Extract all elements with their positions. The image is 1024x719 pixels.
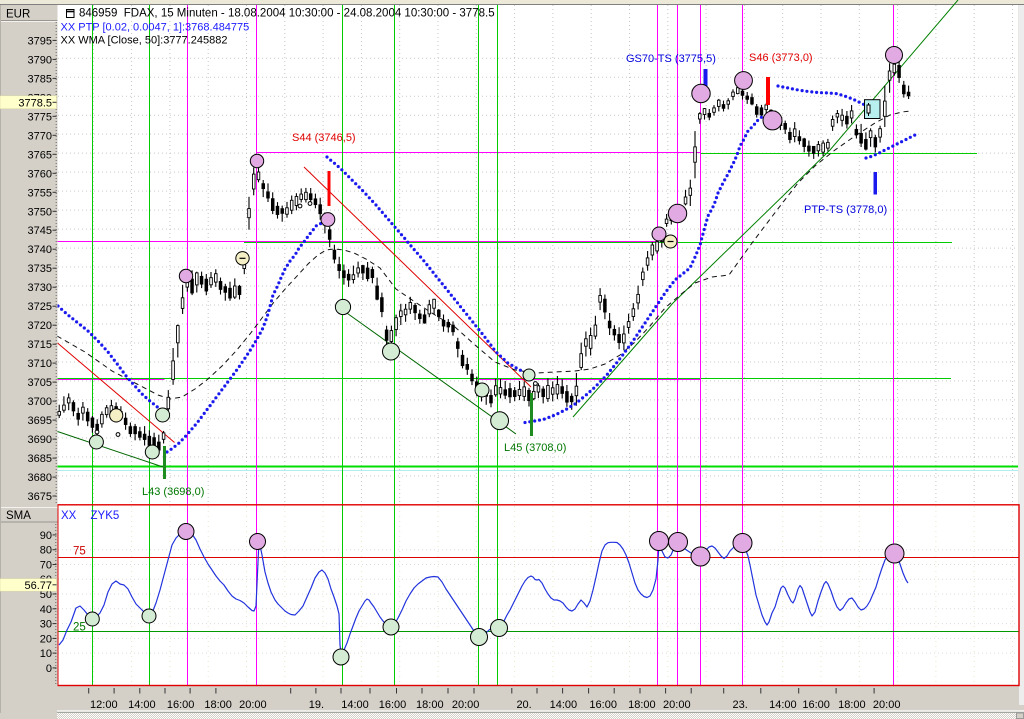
svg-text:19.: 19. [309,699,324,711]
svg-text:EUR: EUR [6,9,30,21]
svg-text:3705: 3705 [28,377,52,389]
svg-text:3735: 3735 [28,263,52,275]
svg-text:0: 0 [46,663,52,675]
svg-text:18:00: 18:00 [838,699,866,711]
svg-text:80: 80 [40,545,52,557]
svg-text:3785: 3785 [28,73,52,85]
svg-text:14:00: 14:00 [341,699,369,711]
svg-text:ZYK5: ZYK5 [91,510,120,522]
svg-text:40: 40 [40,604,52,616]
svg-text:PTP-TS (3778,0): PTP-TS (3778,0) [804,204,887,216]
svg-text:S44 (3746,5): S44 (3746,5) [292,132,356,144]
svg-text:16:00: 16:00 [167,699,195,711]
svg-text:20: 20 [40,633,52,645]
svg-text:12:00: 12:00 [90,699,118,711]
svg-text:3760: 3760 [28,168,52,180]
svg-text:3790: 3790 [28,54,52,66]
svg-text:3715: 3715 [28,339,52,351]
svg-text:3720: 3720 [28,320,52,332]
svg-text:3690: 3690 [28,434,52,446]
svg-text:3755: 3755 [28,187,52,199]
svg-text:3765: 3765 [28,149,52,161]
svg-text:3710: 3710 [28,358,52,370]
svg-text:XX: XX [61,510,77,522]
svg-text:3745: 3745 [28,225,52,237]
svg-text:50: 50 [40,589,52,601]
svg-text:3695: 3695 [28,415,52,427]
svg-text:846959 FDAX, 15 Minuten - 18.: 846959 FDAX, 15 Minuten - 18.08.2004 10:… [79,8,495,20]
svg-text:3795: 3795 [28,35,52,47]
svg-text:23.: 23. [733,699,748,711]
svg-text:18:00: 18:00 [628,699,656,711]
svg-text:16:00: 16:00 [802,699,830,711]
svg-text:56.77: 56.77 [24,580,52,592]
svg-text:20:00: 20:00 [239,699,267,711]
svg-text:3680: 3680 [28,472,52,484]
svg-text:3775: 3775 [28,111,52,123]
svg-text:16:00: 16:00 [379,699,407,711]
svg-text:18:00: 18:00 [416,699,444,711]
svg-text:18:00: 18:00 [204,699,232,711]
svg-text:20:00: 20:00 [873,699,901,711]
svg-text:L43 (3698,0): L43 (3698,0) [142,486,204,498]
svg-text:GS70-TS (3775,5): GS70-TS (3775,5) [626,53,716,65]
svg-text:25: 25 [73,622,86,634]
svg-text:XX WMA [Close, 50]:3777.245882: XX WMA [Close, 50]:3777.245882 [61,35,228,47]
svg-text:75: 75 [73,546,86,558]
svg-text:14:00: 14:00 [128,699,156,711]
svg-text:3770: 3770 [28,130,52,142]
svg-text:20.: 20. [516,699,531,711]
svg-text:20:00: 20:00 [452,699,480,711]
svg-text:14:00: 14:00 [550,699,578,711]
svg-text:S46 (3773,0): S46 (3773,0) [749,52,813,64]
svg-text:3725: 3725 [28,301,52,313]
svg-text:3675: 3675 [28,491,52,503]
svg-text:16:00: 16:00 [589,699,617,711]
svg-text:3730: 3730 [28,282,52,294]
svg-text:3700: 3700 [28,396,52,408]
svg-text:20:00: 20:00 [663,699,691,711]
svg-text:SMA: SMA [6,510,31,522]
svg-text:70: 70 [40,560,52,572]
svg-text:3740: 3740 [28,244,52,256]
svg-text:3750: 3750 [28,206,52,218]
svg-text:30: 30 [40,619,52,631]
svg-text:90: 90 [40,530,52,542]
svg-text:3685: 3685 [28,453,52,465]
svg-text:14:00: 14:00 [769,699,797,711]
svg-text:XX PTP [0.02, 0.0047, 1]:3768.: XX PTP [0.02, 0.0047, 1]:3768.484775 [61,22,250,34]
svg-text:3778.5: 3778.5 [18,97,52,109]
svg-text:L45 (3708,0): L45 (3708,0) [504,442,566,454]
svg-text:10: 10 [40,648,52,660]
